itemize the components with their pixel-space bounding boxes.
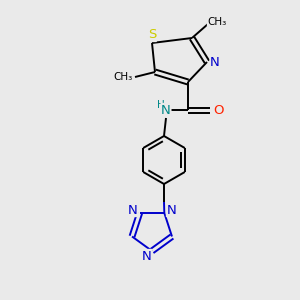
Text: N: N xyxy=(128,203,137,217)
Text: N: N xyxy=(167,203,176,217)
Text: H: H xyxy=(157,100,165,110)
Text: N: N xyxy=(161,103,171,116)
Text: N: N xyxy=(210,56,220,68)
Text: N: N xyxy=(142,250,152,262)
Text: CH₃: CH₃ xyxy=(113,72,133,82)
Text: S: S xyxy=(148,28,156,41)
Text: CH₃: CH₃ xyxy=(207,17,226,27)
Text: O: O xyxy=(213,103,223,116)
